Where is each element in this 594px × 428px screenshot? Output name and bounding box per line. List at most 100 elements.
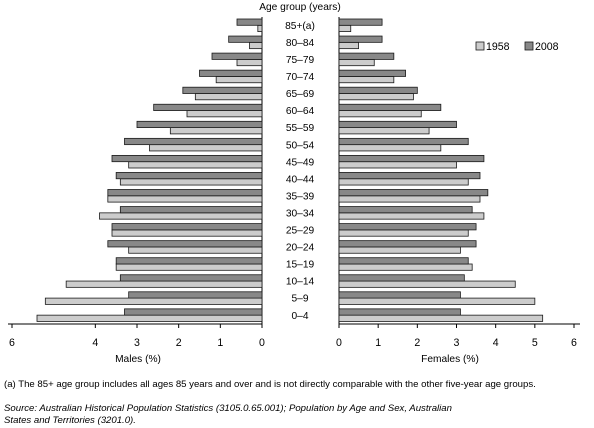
bar-male-1958-2 (236, 59, 263, 67)
bar-male-1958-12 (111, 229, 263, 237)
bar-male-1958-6 (169, 127, 263, 135)
age-group-label-0: 85+(a) (285, 21, 315, 32)
bar-female-1958-16 (338, 297, 536, 305)
bar-female-2008-4 (338, 86, 418, 94)
age-group-label-1: 80–84 (286, 38, 315, 49)
bar-male-1958-5 (186, 110, 263, 118)
bar-female-1958-12 (338, 229, 469, 237)
bar-female-2008-11 (338, 206, 473, 214)
chart-footnote: (a) The 85+ age group includes all ages … (4, 379, 536, 390)
age-group-label-11: 30–34 (286, 208, 315, 219)
bar-male-1958-15 (65, 280, 263, 288)
bar-male-2008-3 (199, 69, 263, 77)
age-group-label-17: 0–4 (292, 311, 309, 322)
bar-male-2008-1 (228, 35, 263, 43)
bar-female-2008-7 (338, 137, 469, 146)
age-group-label-10: 35–39 (286, 191, 315, 202)
bar-female-1958-13 (338, 246, 461, 254)
legend-swatch-2008 (524, 41, 534, 51)
male-x-axis-title: Males (%) (115, 354, 161, 365)
bar-male-2008-17 (124, 308, 263, 316)
female-tick-label-6: 6 (571, 337, 577, 349)
bar-female-1958-5 (338, 110, 422, 118)
bar-female-2008-8 (338, 154, 485, 163)
bar-female-1958-10 (338, 195, 481, 203)
bar-female-2008-2 (338, 52, 395, 60)
age-group-label-6: 55–59 (286, 123, 315, 134)
bar-male-1958-11 (99, 212, 263, 220)
age-group-axis-title: Age group (years) (259, 2, 341, 13)
bar-female-2008-15 (338, 274, 465, 282)
female-tick-label-5: 5 (532, 337, 538, 349)
male-tick-label-1: 4 (92, 337, 98, 349)
age-group-label-5: 60–64 (286, 106, 315, 117)
bar-male-1958-4 (194, 93, 263, 101)
bar-female-1958-17 (338, 314, 544, 322)
bar-male-2008-9 (115, 172, 263, 180)
bar-female-1958-6 (338, 127, 430, 135)
bar-female-2008-16 (338, 291, 461, 299)
male-tick-label-3: 2 (176, 337, 182, 349)
bar-female-1958-15 (338, 280, 516, 288)
bar-male-1958-13 (128, 246, 263, 254)
bar-male-2008-6 (136, 120, 263, 129)
bar-female-2008-3 (338, 69, 406, 77)
bar-male-1958-8 (128, 161, 263, 169)
bar-female-1958-0 (338, 24, 352, 32)
bar-male-1958-0 (257, 24, 263, 32)
age-group-label-8: 45–49 (286, 157, 315, 168)
bar-female-1958-7 (338, 144, 442, 152)
age-group-label-2: 75–79 (286, 55, 315, 66)
age-group-label-13: 20–24 (286, 243, 315, 254)
age-group-label-15: 10–14 (286, 277, 315, 288)
bar-female-2008-5 (338, 103, 442, 111)
bar-male-2008-14 (115, 257, 263, 265)
age-group-label-12: 25–29 (286, 226, 315, 237)
bar-female-2008-17 (338, 308, 461, 316)
female-tick-label-3: 3 (454, 337, 460, 349)
female-x-axis-title: Females (%) (421, 354, 479, 365)
bar-male-2008-13 (107, 240, 263, 248)
female-tick-label-4: 4 (493, 337, 499, 349)
bar-female-1958-1 (338, 41, 359, 50)
bar-male-1958-9 (119, 178, 263, 186)
bar-male-2008-10 (107, 189, 263, 197)
male-tick-label-2: 3 (134, 337, 140, 349)
bar-male-1958-10 (107, 195, 263, 203)
bar-male-1958-1 (249, 41, 263, 50)
bar-male-1958-7 (149, 144, 263, 152)
bar-female-1958-11 (338, 212, 485, 220)
bar-male-1958-14 (115, 263, 263, 271)
bar-male-2008-2 (211, 52, 263, 60)
bar-female-1958-8 (338, 161, 457, 169)
bar-female-2008-6 (338, 120, 457, 129)
bar-female-2008-1 (338, 35, 383, 43)
bar-male-2008-16 (128, 291, 263, 299)
age-group-label-4: 65–69 (286, 89, 315, 100)
age-group-label-9: 40–44 (286, 174, 315, 185)
age-group-label-14: 15–19 (286, 260, 315, 271)
male-tick-label-4: 1 (217, 337, 223, 349)
legend-label-1958: 1958 (486, 41, 510, 53)
male-tick-label-5: 0 (259, 337, 265, 349)
age-group-label-7: 50–54 (286, 140, 315, 151)
female-tick-label-0: 0 (336, 337, 342, 349)
bar-female-2008-0 (338, 18, 383, 26)
bar-female-2008-9 (338, 172, 481, 180)
legend-swatch-1958 (475, 41, 485, 51)
bar-male-2008-4 (182, 86, 263, 94)
bar-male-2008-12 (111, 223, 263, 231)
female-tick-label-1: 1 (375, 337, 381, 349)
age-group-label-16: 5–9 (292, 294, 309, 305)
bar-female-1958-4 (338, 93, 414, 101)
bar-female-2008-14 (338, 257, 469, 265)
bar-female-2008-13 (338, 240, 477, 248)
chart-source-note: Source: Australian Historical Population… (4, 403, 452, 426)
bar-female-1958-3 (338, 76, 395, 84)
bar-male-1958-3 (215, 76, 263, 84)
bar-male-2008-8 (111, 154, 263, 163)
legend-label-2008: 2008 (535, 41, 559, 53)
bar-male-2008-11 (119, 206, 263, 214)
